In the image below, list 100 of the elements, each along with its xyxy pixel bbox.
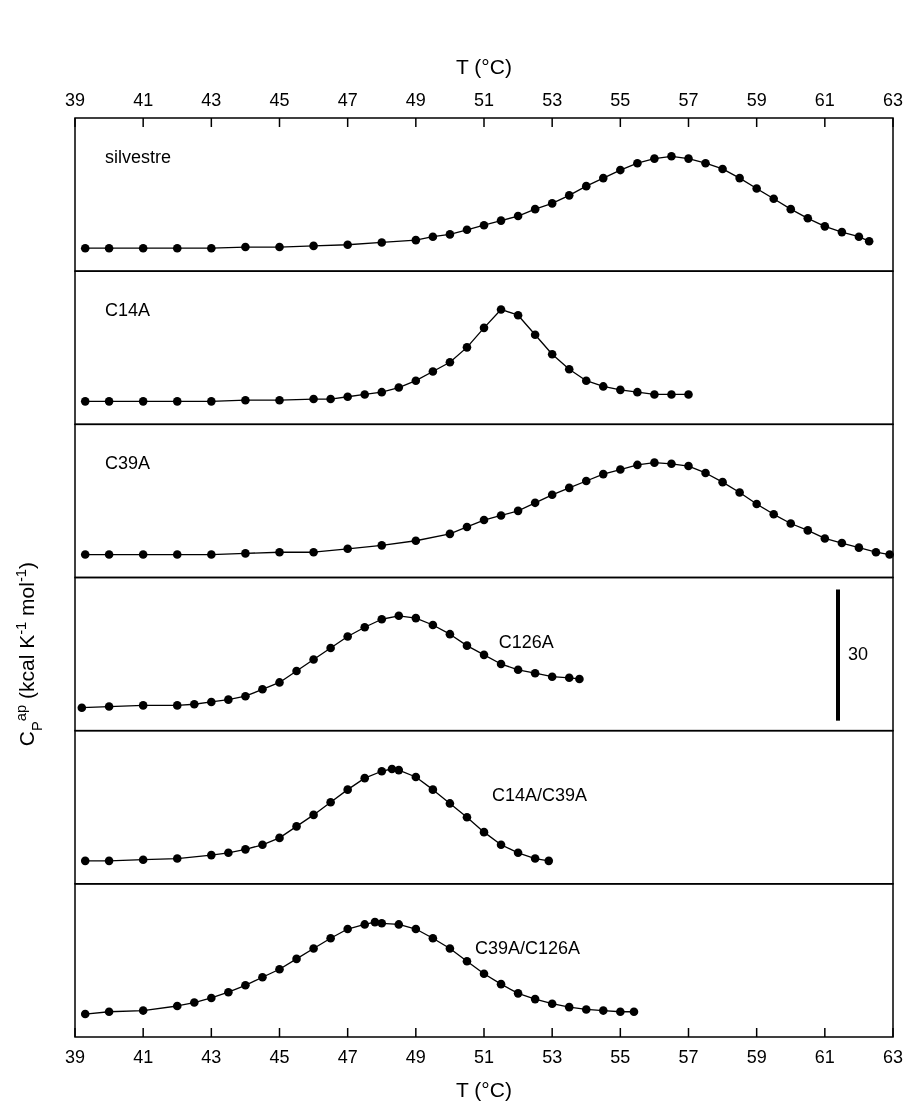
x-tick-label: 57 [678, 1047, 699, 1067]
point [564, 673, 574, 683]
point [513, 310, 523, 320]
point [104, 1007, 114, 1017]
point [837, 538, 847, 548]
point [616, 465, 625, 474]
point [172, 854, 182, 863]
point [462, 956, 472, 966]
point [309, 241, 318, 251]
point [854, 232, 864, 241]
point [326, 933, 335, 943]
point [479, 827, 489, 837]
point [138, 550, 148, 559]
point [207, 993, 216, 1003]
point [530, 498, 540, 508]
point [343, 240, 352, 250]
point [462, 522, 472, 532]
point [104, 702, 114, 711]
x-tick-label: 61 [814, 90, 835, 110]
point [428, 620, 438, 630]
point [650, 458, 659, 467]
point [718, 477, 727, 487]
point [275, 678, 284, 687]
point [701, 158, 710, 168]
point [462, 641, 472, 650]
point [207, 550, 216, 559]
point [837, 227, 847, 237]
point [172, 701, 182, 710]
point [598, 382, 608, 391]
point [598, 1006, 608, 1015]
point [718, 164, 727, 174]
point [616, 165, 625, 175]
point [547, 349, 557, 359]
point [530, 854, 540, 863]
annotation: 30 [848, 644, 869, 665]
series-label: C14A/C39A [491, 784, 588, 805]
point [864, 237, 874, 246]
point [360, 622, 370, 632]
point [104, 243, 114, 253]
x-tick-label: 39 [64, 1047, 86, 1067]
point [684, 390, 693, 399]
point [544, 856, 554, 866]
point [735, 488, 744, 497]
point [496, 979, 506, 989]
point [207, 397, 216, 406]
point [769, 194, 779, 204]
point [207, 697, 216, 707]
point [701, 468, 710, 478]
point [513, 506, 523, 516]
point [343, 392, 352, 402]
point [616, 1007, 625, 1017]
point [377, 614, 387, 624]
point [496, 659, 506, 669]
x-tick-label: 41 [133, 1047, 154, 1067]
point [224, 987, 233, 997]
x-tick-label: 59 [746, 90, 767, 110]
point [326, 394, 335, 404]
point [80, 550, 90, 559]
point [575, 674, 584, 684]
point [735, 173, 744, 183]
point [445, 529, 455, 539]
point [80, 243, 90, 253]
point [343, 632, 352, 641]
point [309, 655, 318, 664]
point [189, 699, 199, 709]
point [275, 242, 284, 252]
point [479, 650, 489, 660]
point [462, 343, 472, 352]
point [598, 469, 608, 479]
point [462, 812, 472, 822]
point [513, 665, 523, 675]
point [258, 840, 267, 850]
x-tick-label: 61 [814, 1047, 835, 1067]
point [479, 969, 489, 979]
point [138, 243, 148, 253]
x-tick-label: 57 [678, 90, 699, 110]
point [241, 395, 250, 405]
point [803, 526, 813, 535]
point [377, 238, 387, 247]
point [292, 666, 301, 676]
point [786, 519, 796, 528]
point [513, 848, 523, 858]
point [309, 547, 318, 557]
point [629, 1007, 639, 1017]
point [445, 799, 455, 808]
point [80, 397, 90, 406]
point [172, 243, 182, 253]
point [172, 1001, 182, 1011]
x-tick-label: 55 [610, 1047, 631, 1067]
series-label: C126A [498, 631, 554, 652]
point [581, 376, 591, 385]
point [530, 204, 540, 214]
x-tick-label: 45 [269, 1047, 290, 1067]
point [411, 924, 421, 934]
point [633, 460, 642, 470]
point [581, 1005, 591, 1014]
point [633, 158, 642, 168]
point [224, 695, 233, 704]
point [343, 924, 352, 934]
point [530, 994, 540, 1004]
